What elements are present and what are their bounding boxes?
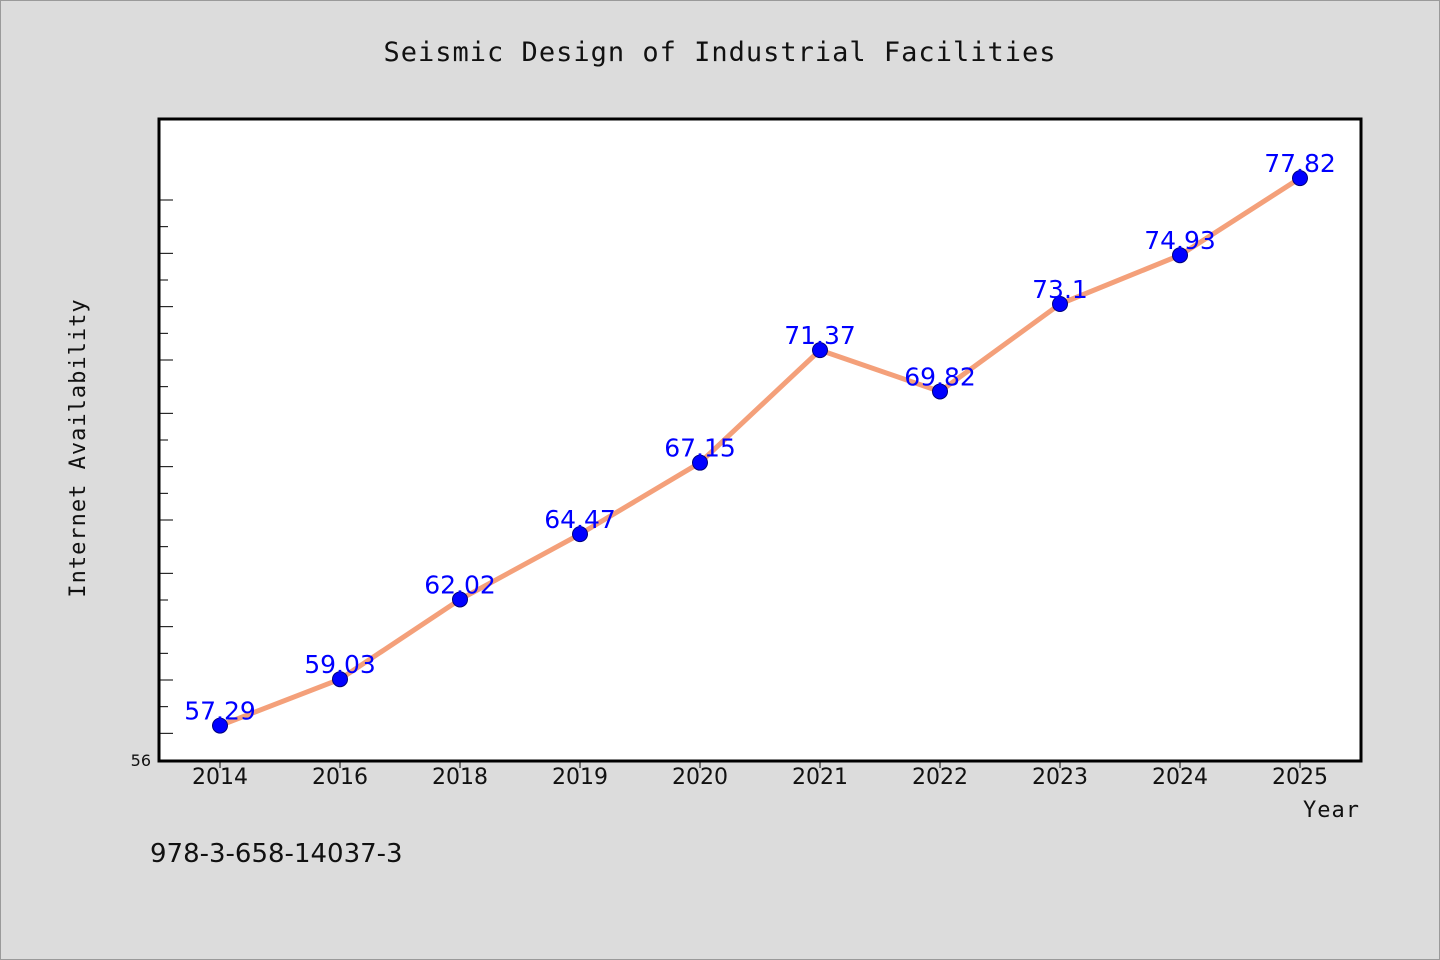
data-point — [1172, 247, 1188, 264]
data-label: 77.82 — [1264, 149, 1336, 178]
data-label: 71.37 — [784, 321, 856, 350]
x-tick-label: 2014 — [192, 765, 248, 790]
data-label: 67.15 — [664, 434, 736, 463]
data-point — [932, 383, 948, 400]
data-point — [452, 591, 468, 608]
x-axis-ticks: 2014 2016 2018 2019 2020 2021 2022 2023 2024 2025 — [192, 760, 1328, 790]
data-point — [1052, 296, 1068, 312]
y-axis-ticks — [160, 199, 173, 734]
x-tick-label: 2019 — [552, 765, 608, 790]
x-tick-label: 2020 — [672, 765, 728, 790]
series-markers — [212, 170, 1308, 734]
x-tick-label: 2016 — [312, 765, 368, 790]
series-line — [217, 175, 1303, 729]
isbn-text: 978-3-658-14037-3 — [150, 839, 403, 869]
x-tick-label: 2018 — [432, 765, 488, 790]
x-tick-label: 2021 — [792, 765, 848, 790]
data-point — [212, 717, 228, 734]
x-tick-label: 2022 — [912, 765, 968, 790]
data-point — [332, 671, 348, 688]
y-axis-label: Internet Availability — [66, 298, 91, 597]
data-label: 69.82 — [904, 362, 976, 391]
data-label: 73.1 — [1032, 275, 1088, 304]
data-point — [572, 526, 588, 543]
data-point — [692, 454, 708, 471]
x-tick-label: 2023 — [1032, 765, 1088, 790]
data-labels: 57.29 59.03 62.02 64.47 67.15 71.37 69.82 73.1 7… — [184, 149, 1336, 725]
data-point — [1292, 170, 1308, 187]
x-tick-label: 2025 — [1272, 765, 1328, 790]
data-label: 74.93 — [1144, 226, 1216, 255]
x-axis-label: Year — [1303, 798, 1360, 823]
data-point — [812, 342, 828, 359]
x-tick-label: 2024 — [1152, 765, 1208, 790]
data-label: 57.29 — [184, 697, 256, 726]
data-label: 59.03 — [304, 650, 376, 679]
data-label: 64.47 — [544, 505, 616, 534]
y-min-tick-label: 56 — [131, 751, 151, 770]
chart-title: Seismic Design of Industrial Facilities — [384, 37, 1057, 68]
plot-area — [157, 117, 1363, 763]
data-label: 62.02 — [424, 570, 496, 599]
